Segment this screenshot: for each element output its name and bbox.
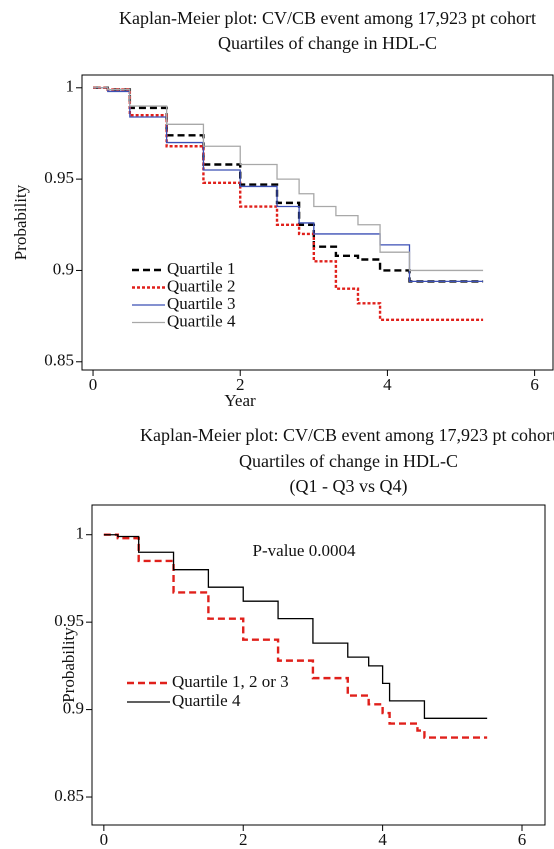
x-tick-label: 6 — [530, 375, 539, 394]
chart-title: Quartiles of change in HDL-C — [239, 451, 458, 471]
km-curve — [103, 534, 488, 719]
y-tick-label: 0.9 — [53, 259, 74, 278]
x-tick-label: 2 — [239, 830, 248, 849]
legend-label: Quartile 2 — [167, 276, 235, 295]
legend-label: Quartile 1 — [167, 259, 235, 278]
y-tick-label: 0.95 — [54, 611, 84, 630]
km-curve — [93, 87, 484, 283]
plot-frame — [81, 74, 554, 371]
legend-label: Quartile 1, 2 or 3 — [172, 672, 289, 691]
legend-label: Quartile 3 — [167, 294, 235, 313]
y-tick-label: 0.95 — [44, 168, 74, 187]
x-tick-label: 6 — [518, 830, 527, 849]
legend-label: Quartile 4 — [172, 691, 241, 710]
chart-title: Kaplan-Meier plot: CV/CB event among 17,… — [140, 425, 554, 445]
x-axis-label: Years — [224, 846, 262, 849]
x-tick-label: 4 — [378, 830, 387, 849]
y-tick-label: 1 — [76, 524, 85, 543]
chart-title: (Q1 - Q3 vs Q4) — [290, 476, 408, 497]
km-curve — [93, 86, 484, 283]
km-curve — [93, 86, 484, 321]
annotation: P-value 0.0004 — [253, 541, 356, 560]
chart-title: Quartiles of change in HDL-C — [218, 33, 437, 53]
y-tick-label: 0.9 — [63, 698, 84, 717]
x-tick-label: 0 — [100, 830, 109, 849]
legend-label: Quartile 4 — [167, 311, 236, 330]
x-tick-label: 2 — [236, 375, 245, 394]
x-axis-label: Year — [224, 391, 256, 410]
y-tick-label: 0.85 — [44, 351, 74, 370]
y-tick-label: 1 — [66, 77, 75, 96]
km-curve — [103, 533, 488, 739]
plot-frame — [91, 504, 546, 826]
km-curve — [93, 87, 484, 272]
y-axis-label: Probability — [59, 627, 78, 703]
y-tick-label: 0.85 — [54, 786, 84, 805]
chart-title: Kaplan-Meier plot: CV/CB event among 17,… — [119, 8, 536, 28]
y-axis-label: Probability — [11, 184, 30, 260]
x-tick-label: 0 — [89, 375, 98, 394]
x-tick-label: 4 — [383, 375, 392, 394]
